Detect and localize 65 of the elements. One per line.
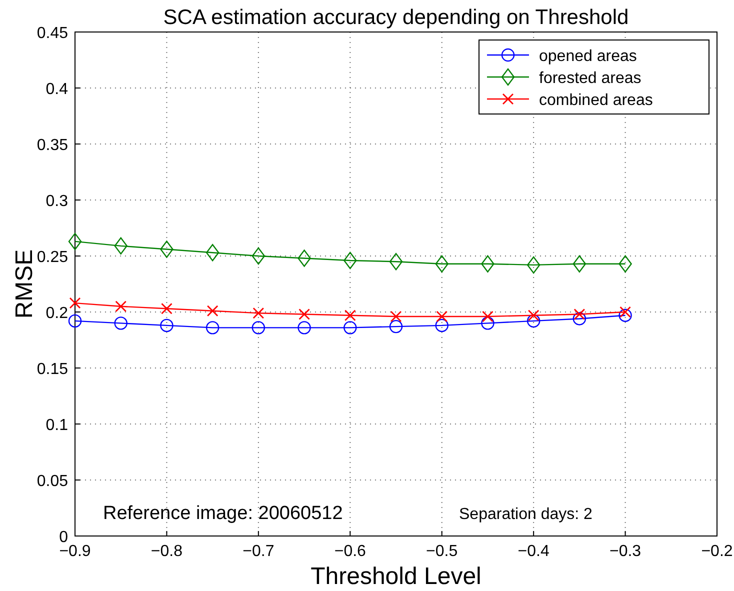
y-axis-title: RMSE <box>11 249 38 319</box>
x-tick-label: −0.3 <box>609 543 642 560</box>
x-tick-label: −0.6 <box>334 543 366 560</box>
point <box>206 244 220 262</box>
point <box>206 321 220 334</box>
point <box>344 252 357 270</box>
x-tick-label: −0.8 <box>150 543 183 560</box>
point <box>114 316 128 330</box>
point <box>298 308 310 320</box>
point <box>436 310 448 322</box>
point <box>390 310 402 322</box>
point <box>115 300 127 312</box>
y-tick-label: 0.1 <box>46 417 68 434</box>
y-tick-label: 0.4 <box>46 81 68 98</box>
annotation: Separation days: 2 <box>459 506 593 523</box>
point <box>574 308 586 320</box>
point <box>344 321 357 334</box>
point <box>344 310 356 322</box>
point <box>206 305 218 317</box>
legend-label: forested areas <box>539 70 642 87</box>
point <box>161 302 172 314</box>
x-axis-title: Threshold Level <box>310 563 482 590</box>
x-tick-label: −0.4 <box>518 543 550 560</box>
x-tick-label: −0.7 <box>242 543 274 560</box>
point <box>298 321 311 334</box>
y-tick-label: 0.3 <box>46 193 68 210</box>
y-tick-label: 0 <box>59 529 68 546</box>
point <box>160 240 174 258</box>
x-tick-label: −0.5 <box>426 543 458 560</box>
y-tick-label: 0.2 <box>46 305 68 322</box>
legend-label: opened areas <box>539 48 637 65</box>
point <box>482 310 494 322</box>
point <box>252 307 264 319</box>
point <box>68 314 82 328</box>
point <box>435 255 448 272</box>
point <box>572 312 586 326</box>
point <box>252 321 266 334</box>
point <box>620 306 631 318</box>
legend-label: combined areas <box>539 92 653 109</box>
y-tick-label: 0.45 <box>36 25 68 42</box>
point <box>68 232 82 250</box>
x-tick-label: −0.9 <box>59 543 91 560</box>
point <box>389 320 403 334</box>
point <box>298 250 311 267</box>
point <box>572 255 586 272</box>
point <box>481 316 494 330</box>
point <box>69 297 81 309</box>
point <box>526 256 540 274</box>
point <box>252 247 266 265</box>
point <box>435 318 448 332</box>
chart-title: SCA estimation accuracy depending on Threshold <box>163 6 629 29</box>
y-tick-label: 0.05 <box>36 473 68 490</box>
point <box>618 308 632 322</box>
x-tick-label: −0.2 <box>701 543 733 560</box>
y-tick-label: 0.15 <box>36 361 68 378</box>
point <box>160 318 174 332</box>
point <box>618 255 632 272</box>
y-tick-label: 0.35 <box>36 137 68 154</box>
point <box>481 255 494 272</box>
point <box>389 253 403 270</box>
annotation: Reference image: 20060512 <box>103 503 343 524</box>
point <box>528 310 540 322</box>
point <box>526 314 540 328</box>
point <box>114 237 128 255</box>
y-tick-label: 0.25 <box>36 249 68 266</box>
